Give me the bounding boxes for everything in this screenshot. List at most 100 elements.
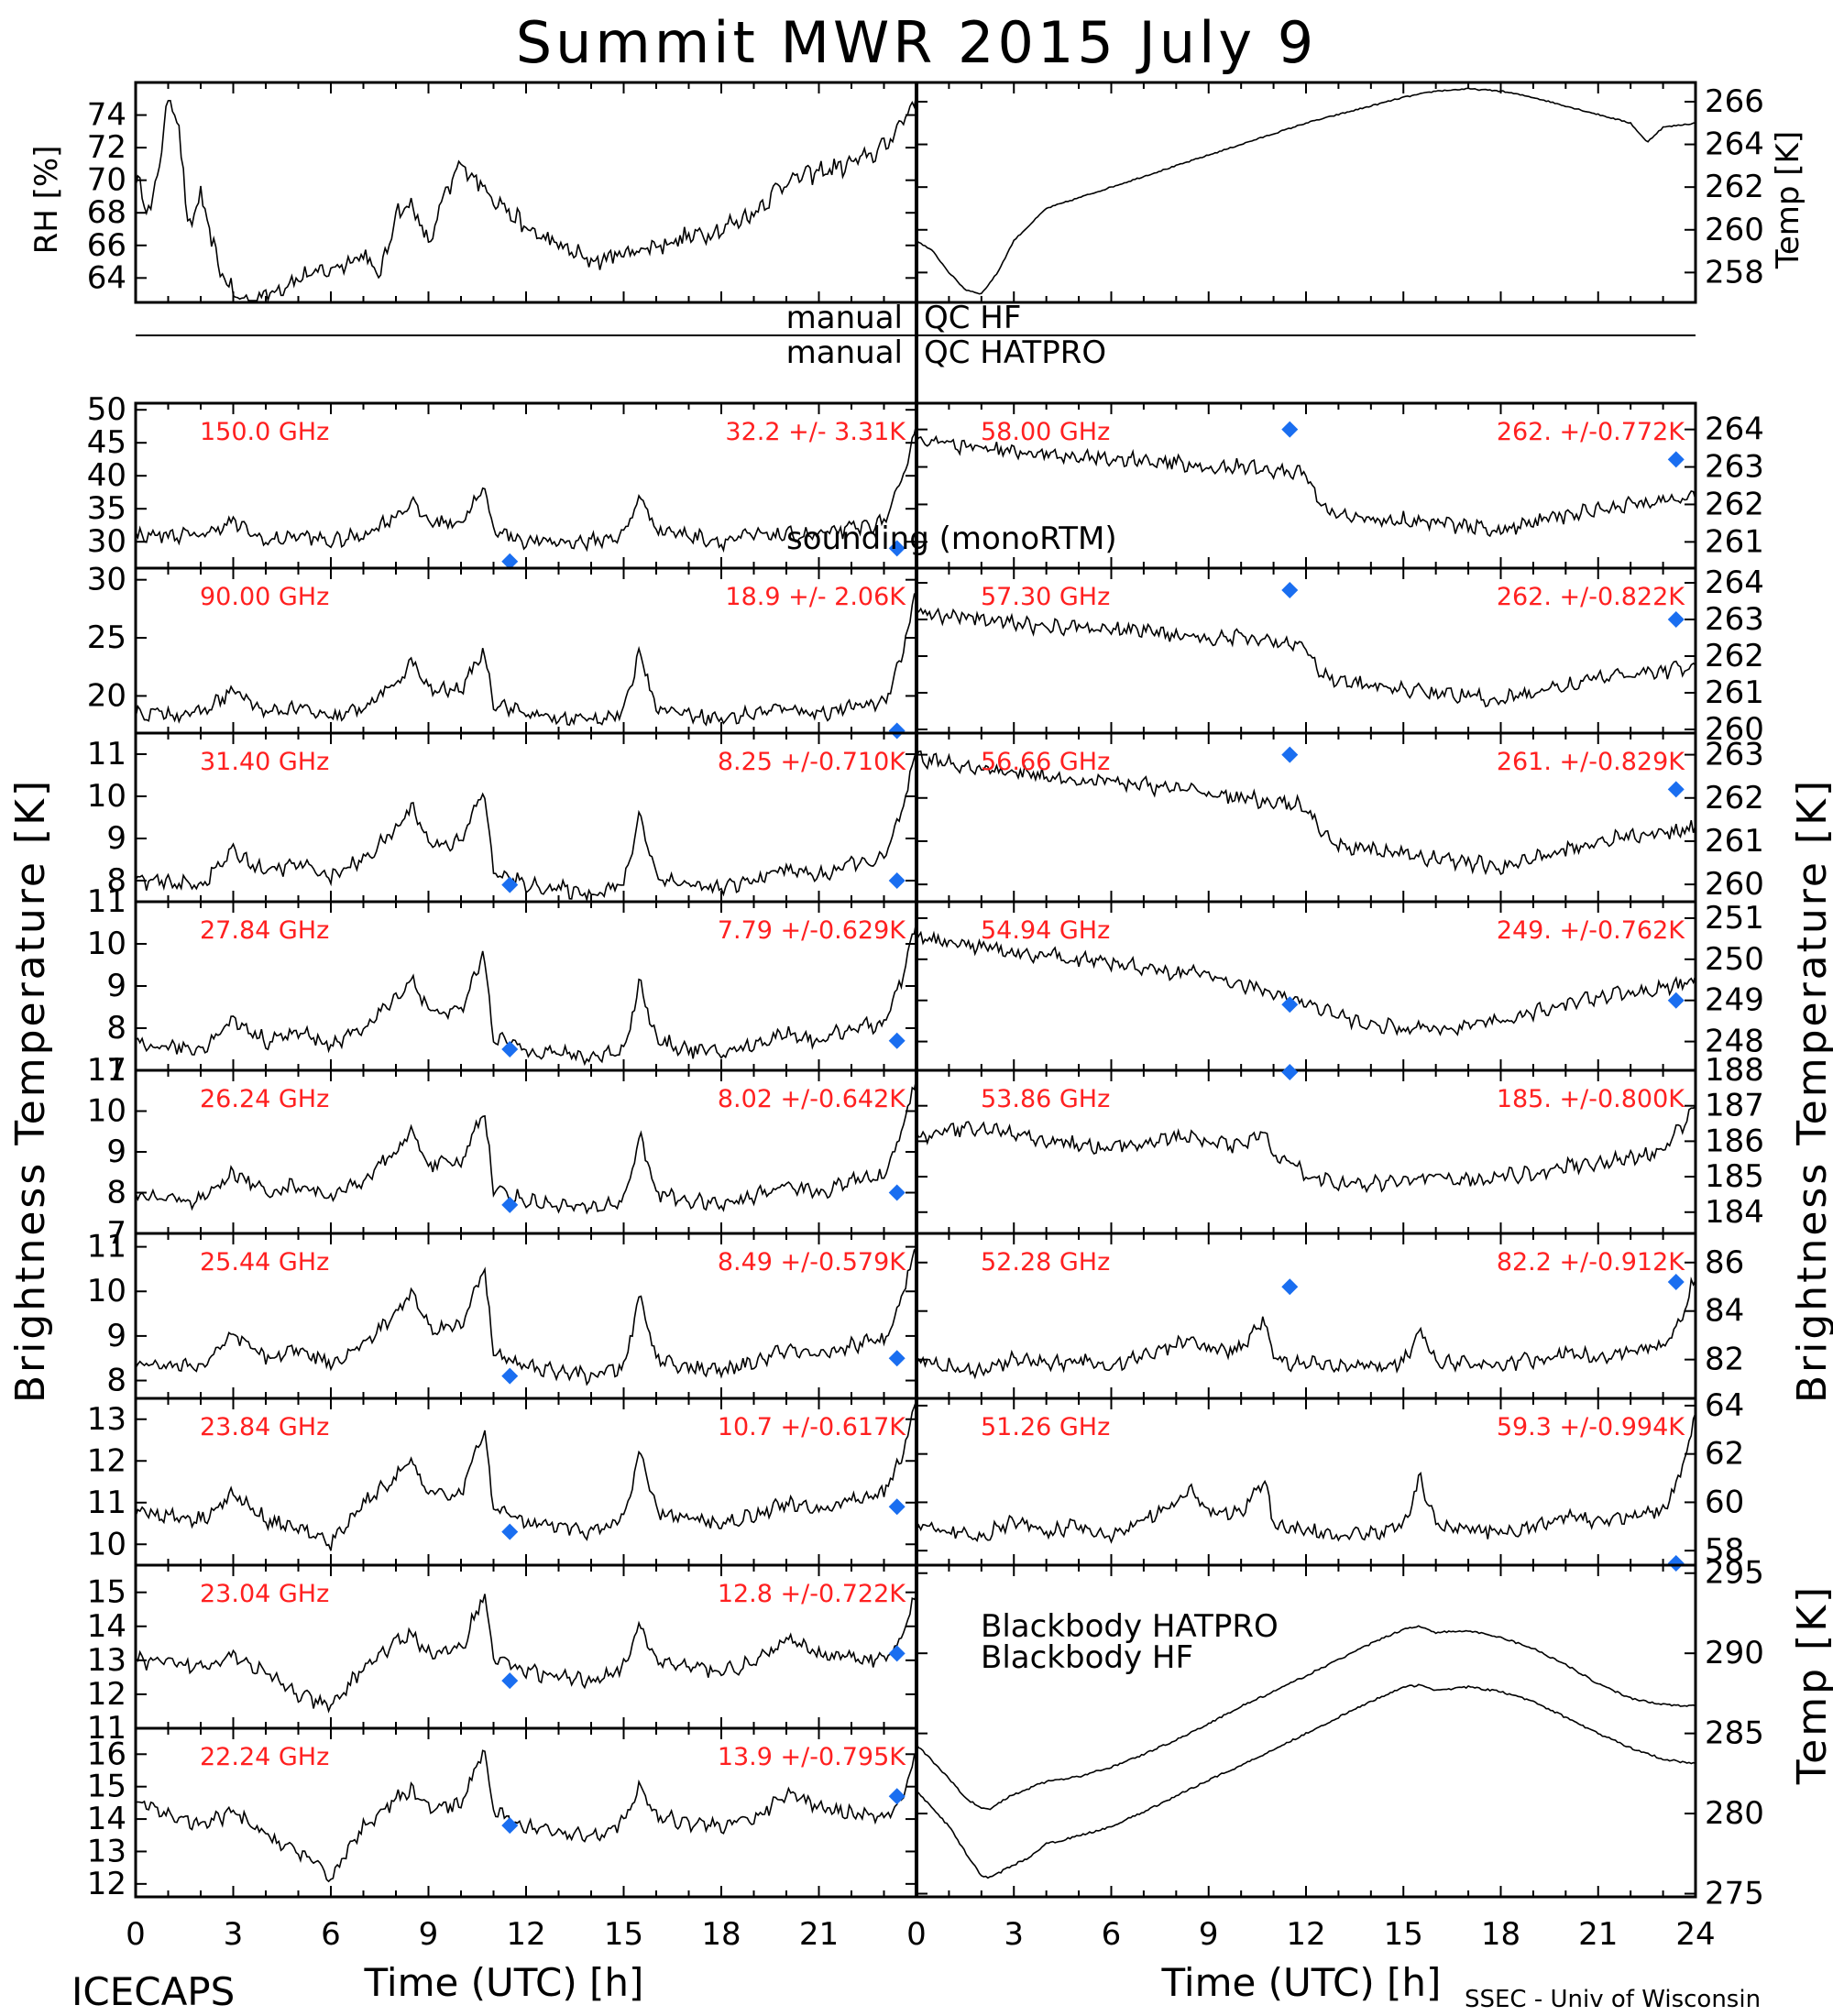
x-tick-label: 18 xyxy=(1481,1916,1520,1953)
y-tick-label: 262 xyxy=(1705,486,1764,522)
qc-manual-hatpro: manual xyxy=(786,334,903,371)
freq-label: 23.84 GHz xyxy=(200,1413,329,1441)
trace-rh xyxy=(135,93,917,303)
stat-label: 262. +/-0.772K xyxy=(1497,418,1685,446)
sounding-marker xyxy=(888,722,906,740)
y-tick-label: 8 xyxy=(106,862,126,899)
stat-label: 18.9 +/- 2.06K xyxy=(725,583,906,611)
y-tick-label: 9 xyxy=(106,968,126,1004)
sounding-marker xyxy=(501,1367,519,1385)
x-tick-label: 21 xyxy=(1578,1916,1618,1953)
qc-manual-hf: manual xyxy=(786,300,903,336)
footer-right: SSEC - Univ of Wisconsin xyxy=(1465,1986,1761,2013)
y-tick-label: 258 xyxy=(1705,254,1764,290)
trace-blackbody-hf xyxy=(916,1683,1696,1879)
y-tick-label: 248 xyxy=(1705,1024,1764,1060)
y-tick-label: 25 xyxy=(87,619,126,656)
y-tick-label: 14 xyxy=(87,1608,126,1645)
trace-tb-51.26 xyxy=(916,1412,1696,1544)
y-tick-label: 249 xyxy=(1705,982,1764,1019)
stat-label: 82.2 +/-0.912K xyxy=(1497,1248,1685,1276)
sounding-marker xyxy=(1281,421,1299,438)
x-tick-label: 9 xyxy=(1199,1916,1219,1953)
panel-tb_25.44: 8 9 10 11 25.44 GHz 8.49 +/-0.579K xyxy=(87,1229,918,1400)
sounding-marker xyxy=(1667,1555,1685,1572)
freq-label: 51.26 GHz xyxy=(981,1413,1110,1441)
y-tick-label: 187 xyxy=(1705,1088,1764,1124)
stat-label: 249. +/-0.762K xyxy=(1497,916,1685,945)
qc-hatpro-label: QC HATPRO xyxy=(924,334,1106,371)
y-tick-label: 251 xyxy=(1705,900,1764,937)
y-tick-label: 188 xyxy=(1705,1052,1764,1089)
y-tick-label: 13 xyxy=(87,1833,126,1869)
freq-label: 53.86 GHz xyxy=(981,1085,1110,1113)
panel-frame xyxy=(915,81,1697,304)
trace-tb-23.84 xyxy=(135,1399,917,1551)
freq-label: 54.94 GHz xyxy=(981,916,1110,945)
y-tick-label: 45 xyxy=(87,424,126,461)
y-tick-label: 262 xyxy=(1705,638,1764,674)
x-tick-label: 15 xyxy=(604,1916,643,1953)
y-tick-label: 9 xyxy=(106,820,126,857)
trace-tb-22.24 xyxy=(135,1749,917,1883)
sounding-marker xyxy=(501,1041,519,1057)
y-tick-label: 260 xyxy=(1705,866,1764,903)
y-tick-label: 264 xyxy=(1705,126,1764,163)
panel-tb_27.84: 7 8 9 10 11 27.84 GHz 7.79 +/-0.629K xyxy=(87,883,918,1089)
y-tick-label: 186 xyxy=(1705,1123,1764,1159)
y-tick-label: 62 xyxy=(1705,1436,1744,1473)
trace-tb-58.00 xyxy=(916,434,1696,538)
y-tick-label: 295 xyxy=(1705,1555,1764,1592)
temp-axis-title: Temp [K] xyxy=(1770,131,1806,269)
y-tick-label: 14 xyxy=(87,1801,126,1837)
stat-label: 185. +/-0.800K xyxy=(1497,1085,1685,1113)
sounding-marker xyxy=(888,1184,906,1201)
sounding-marker xyxy=(1667,992,1685,1009)
y-tick-label: 12 xyxy=(87,1866,126,1902)
freq-label: 31.40 GHz xyxy=(200,748,329,776)
panel-tb_52.28: 82 84 86 52.28 GHz 82.2 +/-0.912K xyxy=(915,1232,1744,1400)
y-tick-label: 58 xyxy=(1705,1532,1744,1569)
x-tick-label: 12 xyxy=(1286,1916,1325,1953)
trace-tb-27.84 xyxy=(135,919,917,1067)
sounding-marker xyxy=(888,1498,906,1516)
trace-tb-54.94 xyxy=(916,930,1696,1036)
y-tick-label: 16 xyxy=(87,1736,126,1772)
y-tick-label: 82 xyxy=(1705,1342,1744,1378)
y-tick-label: 262 xyxy=(1705,169,1764,205)
freq-label: 57.30 GHz xyxy=(981,583,1110,611)
x-tick-label: 18 xyxy=(701,1916,741,1953)
y-tick-label: 11 xyxy=(87,883,126,920)
y-tick-label: 60 xyxy=(1705,1484,1744,1520)
sounding-marker xyxy=(501,1817,519,1835)
stat-label: 59.3 +/-0.994K xyxy=(1497,1413,1685,1441)
stat-label: 7.79 +/-0.629K xyxy=(718,916,906,945)
y-tick-label: 261 xyxy=(1705,674,1764,711)
freq-label: 150.0 GHz xyxy=(200,418,329,446)
y-tick-label: 10 xyxy=(87,926,126,962)
y-tick-label: 35 xyxy=(87,490,126,527)
panel-tb_26.24: 7 8 9 10 11 26.24 GHz 8.02 +/-0.642K xyxy=(87,1052,918,1252)
stat-label: 8.02 +/-0.642K xyxy=(718,1085,906,1113)
trace-tb-57.30 xyxy=(916,607,1696,707)
y-tick-label: 66 xyxy=(87,227,126,264)
trace-tb-90.00 xyxy=(135,592,917,727)
y-tick-label: 9 xyxy=(106,1134,126,1170)
x-tick-label: 0 xyxy=(126,1916,146,1953)
freq-label: 26.24 GHz xyxy=(200,1085,329,1113)
sounding-legend: sounding (monoRTM) xyxy=(786,520,1117,557)
sounding-marker xyxy=(1667,611,1685,628)
sounding-marker xyxy=(888,1032,906,1049)
x-tick-label: 6 xyxy=(1102,1916,1122,1953)
panel-tb_54.94: 248 249 250 251 54.94 GHz 249. +/-0.762K xyxy=(915,900,1764,1072)
y-tick-label: 10 xyxy=(87,778,126,815)
sounding-marker xyxy=(1667,451,1685,468)
y-tick-label: 74 xyxy=(87,97,126,134)
trace-tb-56.66 xyxy=(916,750,1696,876)
y-tick-label: 290 xyxy=(1705,1635,1764,1671)
y-tick-label: 10 xyxy=(87,1093,126,1130)
freq-label: 27.84 GHz xyxy=(200,916,329,945)
